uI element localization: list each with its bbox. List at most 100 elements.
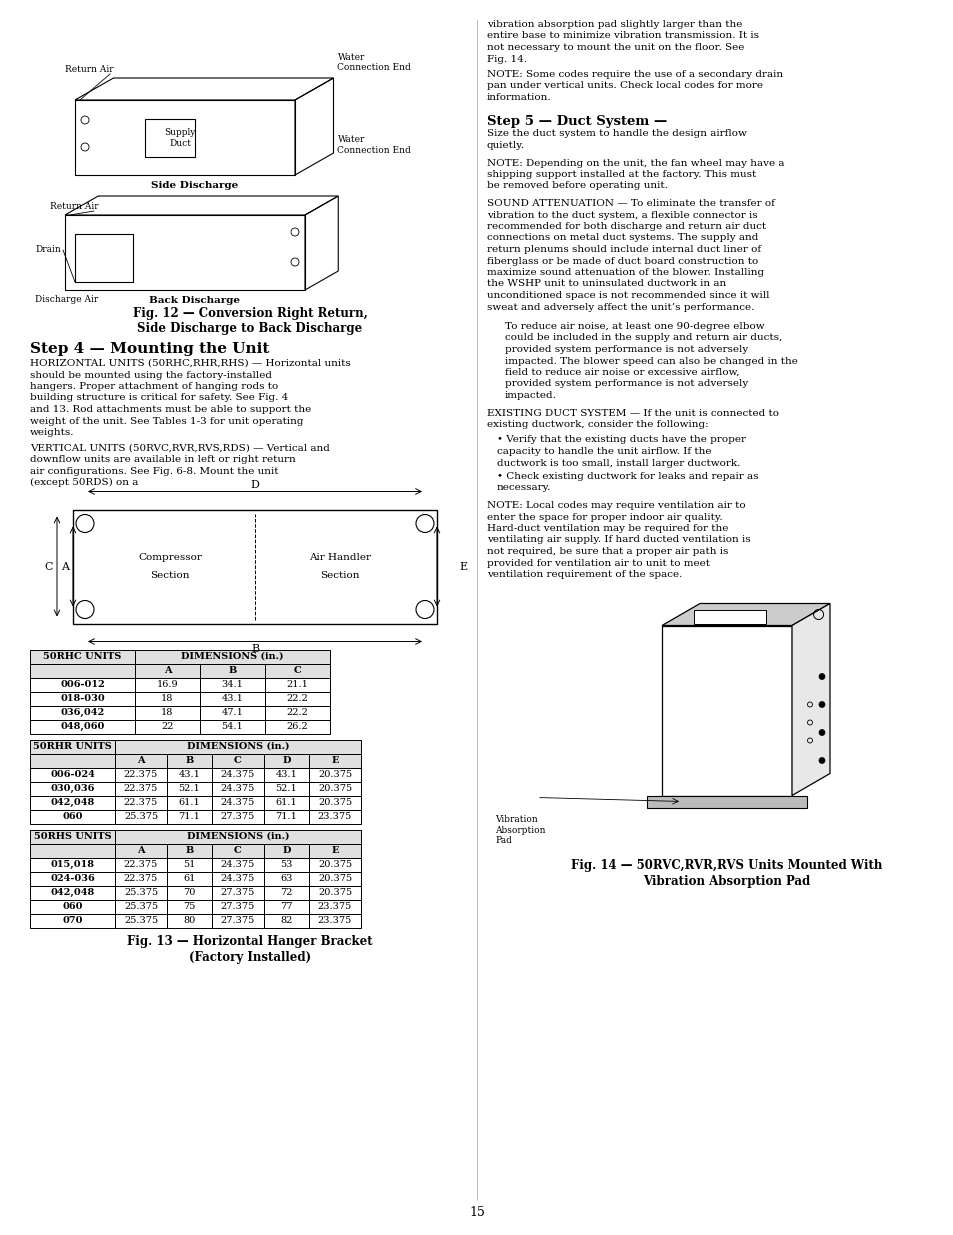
- Bar: [212, 885, 264, 899]
- Text: 63: 63: [280, 874, 293, 883]
- Text: information.: information.: [486, 93, 551, 103]
- Text: 27.375: 27.375: [221, 902, 254, 911]
- Text: 23.375: 23.375: [317, 916, 352, 925]
- Text: not necessary to mount the unit on the floor. See: not necessary to mount the unit on the f…: [486, 43, 743, 52]
- Text: EXISTING DUCT SYSTEM — If the unit is connected to: EXISTING DUCT SYSTEM — If the unit is co…: [486, 409, 779, 417]
- Text: Fig. 13 — Horizontal Hanger Bracket
(Factory Installed): Fig. 13 — Horizontal Hanger Bracket (Fac…: [127, 935, 373, 963]
- Bar: [212, 899, 264, 914]
- Text: Fig. 12 — Conversion Right Return,
Side Discharge to Back Discharge: Fig. 12 — Conversion Right Return, Side …: [132, 308, 367, 335]
- Bar: [309, 885, 360, 899]
- Text: A: A: [61, 562, 69, 572]
- Text: 042,048: 042,048: [51, 798, 94, 806]
- Text: 77: 77: [280, 902, 293, 911]
- Bar: [694, 610, 765, 624]
- Text: 22.375: 22.375: [124, 874, 158, 883]
- Text: provided system performance is not adversely: provided system performance is not adver…: [504, 345, 747, 354]
- Text: Size the duct system to handle the design airflow: Size the duct system to handle the desig…: [486, 130, 746, 138]
- Circle shape: [818, 730, 824, 736]
- Text: 61: 61: [183, 874, 195, 883]
- Text: DIMENSIONS (in.): DIMENSIONS (in.): [181, 652, 283, 661]
- Text: C: C: [45, 562, 53, 572]
- Text: 006-012: 006-012: [60, 680, 105, 689]
- Text: E: E: [458, 562, 467, 572]
- Bar: [135, 692, 200, 705]
- Text: building structure is critical for safety. See Fig. 4: building structure is critical for safet…: [30, 394, 288, 403]
- Text: 53: 53: [280, 860, 293, 869]
- Text: Vibration
Absorption
Pad: Vibration Absorption Pad: [495, 815, 545, 845]
- Text: 18: 18: [161, 708, 173, 718]
- Text: be removed before operating unit.: be removed before operating unit.: [486, 182, 667, 190]
- Bar: [30, 899, 115, 914]
- Bar: [167, 914, 212, 927]
- Bar: [264, 857, 309, 872]
- Text: A: A: [164, 666, 172, 676]
- Bar: [265, 678, 330, 692]
- Text: maximize sound attenuation of the blower. Installing: maximize sound attenuation of the blower…: [486, 268, 763, 277]
- Bar: [73, 510, 436, 624]
- Bar: [212, 767, 264, 782]
- Text: 22: 22: [161, 722, 173, 731]
- Bar: [167, 767, 212, 782]
- Bar: [212, 782, 264, 795]
- Text: E: E: [331, 756, 338, 764]
- Bar: [30, 663, 135, 678]
- Text: 22.2: 22.2: [286, 708, 308, 718]
- Bar: [265, 705, 330, 720]
- Text: not required, be sure that a proper air path is: not required, be sure that a proper air …: [486, 547, 727, 556]
- Bar: [264, 844, 309, 857]
- Text: ventilating air supply. If hard ducted ventilation is: ventilating air supply. If hard ducted v…: [486, 536, 750, 545]
- Bar: [145, 119, 194, 157]
- Text: 22.375: 22.375: [124, 784, 158, 793]
- Bar: [30, 692, 135, 705]
- Bar: [646, 795, 806, 808]
- Text: Discharge Air: Discharge Air: [35, 295, 98, 304]
- Text: return plenums should include internal duct liner of: return plenums should include internal d…: [486, 245, 760, 254]
- Bar: [167, 795, 212, 809]
- Text: 23.375: 23.375: [317, 811, 352, 821]
- Text: 50RHC UNITS: 50RHC UNITS: [43, 652, 122, 661]
- Bar: [135, 663, 200, 678]
- Text: 25.375: 25.375: [124, 888, 158, 897]
- Text: 52.1: 52.1: [275, 784, 297, 793]
- Text: 22.375: 22.375: [124, 798, 158, 806]
- Text: DIMENSIONS (in.): DIMENSIONS (in.): [187, 742, 289, 751]
- Text: 21.1: 21.1: [286, 680, 308, 689]
- Bar: [30, 885, 115, 899]
- Bar: [30, 753, 115, 767]
- Bar: [115, 740, 360, 753]
- Text: A: A: [137, 756, 145, 764]
- Bar: [30, 720, 135, 734]
- Text: 71.1: 71.1: [275, 811, 297, 821]
- Text: Return Air: Return Air: [65, 65, 113, 74]
- Bar: [265, 720, 330, 734]
- Text: field to reduce air noise or excessive airflow,: field to reduce air noise or excessive a…: [504, 368, 739, 377]
- Text: 47.1: 47.1: [221, 708, 243, 718]
- Bar: [212, 857, 264, 872]
- Text: 20.375: 20.375: [317, 874, 352, 883]
- Bar: [309, 782, 360, 795]
- Text: 070: 070: [62, 916, 83, 925]
- Bar: [264, 872, 309, 885]
- Bar: [264, 914, 309, 927]
- Bar: [167, 899, 212, 914]
- Text: should be mounted using the factory-installed: should be mounted using the factory-inst…: [30, 370, 272, 379]
- Text: Section: Section: [150, 572, 190, 580]
- Bar: [265, 663, 330, 678]
- Text: 24.375: 24.375: [221, 769, 254, 779]
- Bar: [115, 844, 167, 857]
- Text: Compressor: Compressor: [138, 552, 202, 562]
- Text: 70: 70: [183, 888, 195, 897]
- Text: vibration absorption pad slightly larger than the: vibration absorption pad slightly larger…: [486, 20, 741, 28]
- Text: 52.1: 52.1: [178, 784, 200, 793]
- Text: DIMENSIONS (in.): DIMENSIONS (in.): [187, 832, 289, 841]
- Bar: [30, 830, 115, 844]
- Text: 24.375: 24.375: [221, 860, 254, 869]
- Text: weights.: weights.: [30, 429, 74, 437]
- Bar: [115, 830, 360, 844]
- Text: 25.375: 25.375: [124, 916, 158, 925]
- Text: 060: 060: [62, 902, 83, 911]
- Text: 060: 060: [62, 811, 83, 821]
- Text: 27.375: 27.375: [221, 811, 254, 821]
- Text: Water
Connection End: Water Connection End: [337, 136, 411, 154]
- Bar: [115, 857, 167, 872]
